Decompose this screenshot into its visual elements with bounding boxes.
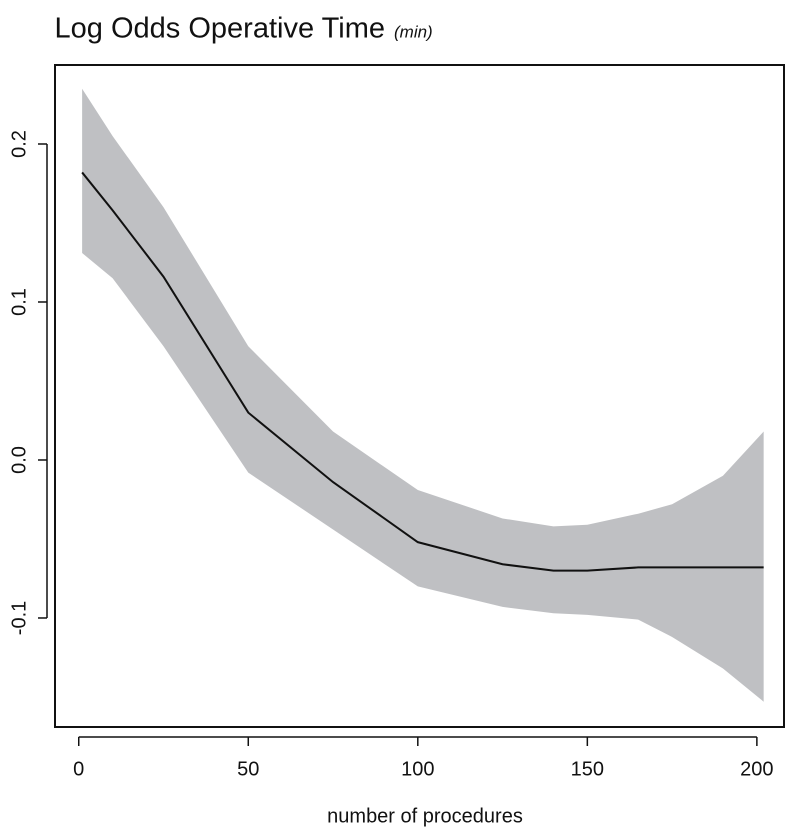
x-tick-label: 200 (740, 758, 773, 780)
x-tick-label: 50 (237, 758, 259, 780)
x-axis-label: number of procedures (327, 805, 523, 827)
y-tick-label: -0.1 (8, 601, 30, 635)
y-tick-label: 0.0 (8, 446, 30, 474)
x-tick-label: 100 (401, 758, 434, 780)
y-tick-label: 0.1 (8, 288, 30, 316)
y-tick-label: 0.2 (8, 130, 30, 158)
confidence-band (82, 88, 764, 702)
plot-frame (54, 64, 785, 728)
x-tick-label: 0 (73, 758, 84, 780)
chart-title: Log Odds Operative Time (55, 13, 385, 45)
line (81, 171, 764, 572)
chart-title-unit: (min) (394, 22, 433, 41)
x-tick-label: 150 (571, 758, 604, 780)
